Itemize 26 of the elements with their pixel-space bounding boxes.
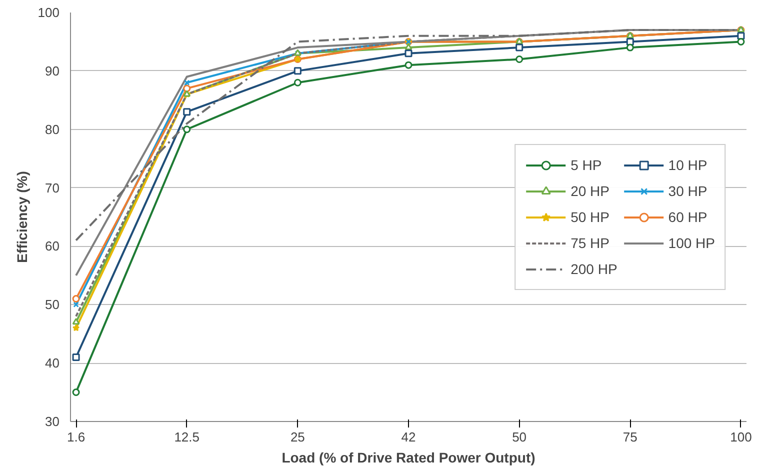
legend-label: 60 HP bbox=[668, 208, 708, 224]
y-axis-title: Efficiency (%) bbox=[14, 171, 30, 263]
legend-label: 50 HP bbox=[570, 208, 610, 224]
y-tick-label: 40 bbox=[45, 356, 60, 371]
x-axis-title: Load (% of Drive Rated Power Output) bbox=[282, 450, 536, 466]
x-tick-label: 25 bbox=[290, 430, 305, 444]
legend-label: 200 HP bbox=[570, 260, 618, 276]
y-tick-label: 30 bbox=[45, 414, 60, 429]
y-tick-label: 100 bbox=[38, 5, 60, 20]
y-tick-label: 50 bbox=[45, 297, 60, 312]
legend-label: 5 HP bbox=[570, 156, 602, 172]
y-tick-label: 90 bbox=[45, 63, 60, 78]
legend-label: 75 HP bbox=[570, 234, 610, 250]
y-tick-label: 60 bbox=[45, 238, 60, 254]
x-tick-label: 1.6 bbox=[67, 430, 86, 444]
x-tick-label: 75 bbox=[622, 430, 638, 444]
legend-label: 10 HP bbox=[668, 156, 708, 172]
legend-label: 20 HP bbox=[570, 182, 610, 198]
legend-label: 30 HP bbox=[668, 182, 708, 198]
x-tick-label: 50 bbox=[512, 430, 527, 444]
y-tick-label: 80 bbox=[45, 122, 60, 137]
legend-label: 100 HP bbox=[668, 234, 715, 250]
x-tick-label: 42 bbox=[401, 430, 416, 444]
x-tick-label: 12.5 bbox=[174, 430, 200, 444]
x-tick-label: 100 bbox=[730, 430, 752, 444]
y-tick-label: 70 bbox=[45, 180, 60, 196]
